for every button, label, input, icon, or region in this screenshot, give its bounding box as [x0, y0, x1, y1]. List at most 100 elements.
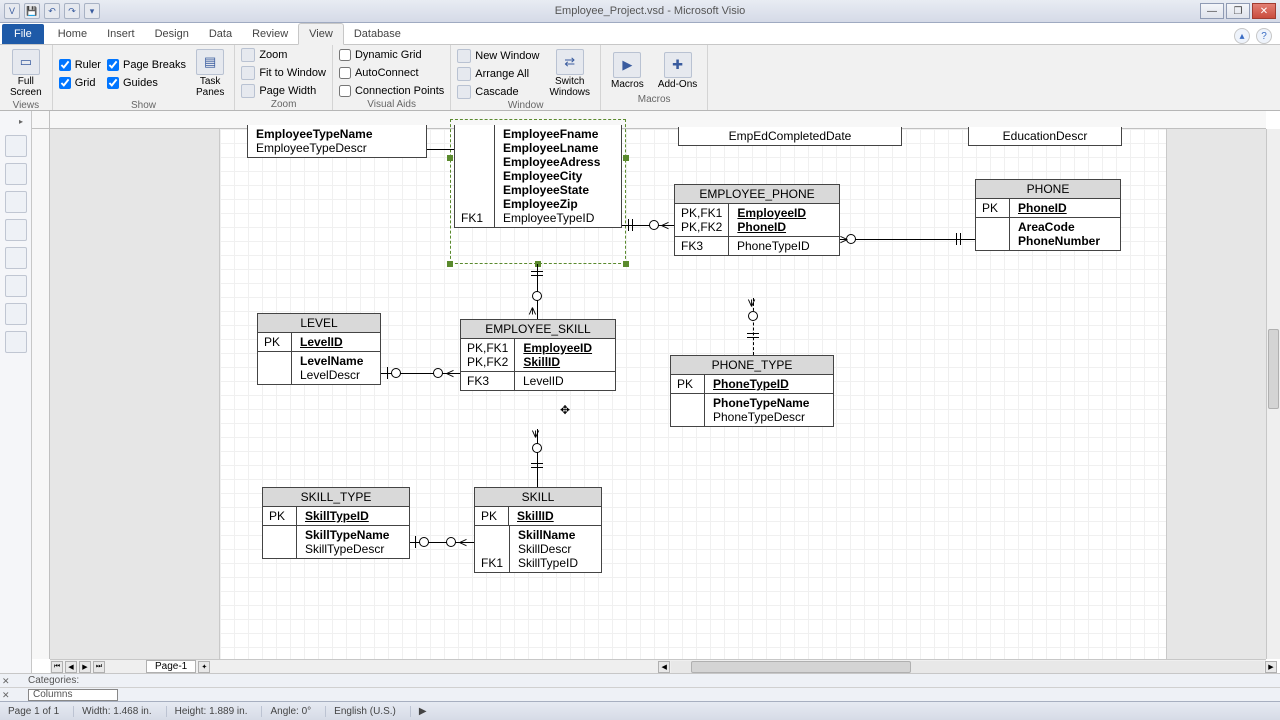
- attr: SkillID: [517, 509, 593, 523]
- redo-icon[interactable]: ↷: [64, 3, 80, 19]
- task-panes-button[interactable]: ▤ Task Panes: [192, 47, 228, 100]
- tab-data[interactable]: Data: [199, 24, 242, 44]
- sheet-nav-first[interactable]: ⏮: [51, 661, 63, 673]
- horizontal-scrollbar[interactable]: ⏮ ◀ ▶ ⏭ Page-1 ✦ ◀ ▶: [50, 659, 1266, 673]
- help-icon[interactable]: ?: [1256, 28, 1272, 44]
- zoom-button[interactable]: Zoom: [241, 47, 326, 63]
- entity-employee-type[interactable]: EmployeeTypeName EmployeeTypeDescr: [247, 125, 427, 158]
- conn-ring: [446, 537, 456, 547]
- tool-rectangle[interactable]: [5, 219, 27, 241]
- attr: EmployeeTypeName: [256, 127, 418, 141]
- crowfoot-icon: ⪪: [527, 307, 541, 315]
- tool-freeform[interactable]: [5, 303, 27, 325]
- entity-emp-ed[interactable]: EmpEdCompletedDate: [678, 127, 902, 146]
- minimize-button[interactable]: —: [1200, 3, 1224, 19]
- save-icon[interactable]: 💾: [24, 3, 40, 19]
- tool-line[interactable]: [5, 247, 27, 269]
- entity-phone[interactable]: PHONE PK PhoneID AreaCode PhoneNumber: [975, 179, 1121, 251]
- undo-icon[interactable]: ↶: [44, 3, 60, 19]
- scrollbar-thumb[interactable]: [1268, 329, 1279, 409]
- page-margin-right: [1166, 129, 1266, 659]
- quick-access-toolbar: V 💾 ↶ ↷ ▾: [4, 3, 100, 19]
- minimize-ribbon-icon[interactable]: ▴: [1234, 28, 1250, 44]
- tab-view[interactable]: View: [298, 23, 344, 45]
- status-macro-icon[interactable]: ▶: [410, 706, 427, 717]
- entity-skill-type[interactable]: SKILL_TYPE PK SkillTypeID SkillTypeName …: [262, 487, 410, 559]
- dynamic-grid-checkbox[interactable]: Dynamic Grid: [339, 47, 444, 63]
- file-tab[interactable]: File: [2, 24, 44, 44]
- autoconnect-checkbox[interactable]: AutoConnect: [339, 65, 444, 81]
- panel-close-icon[interactable]: ✕: [2, 676, 12, 686]
- sheet-nav-prev[interactable]: ◀: [65, 661, 77, 673]
- title-bar: V 💾 ↶ ↷ ▾ Employee_Project.vsd - Microso…: [0, 0, 1280, 23]
- connection-points-checkbox[interactable]: Connection Points: [339, 83, 444, 99]
- drawing-canvas[interactable]: EmployeeTypeName EmployeeTypeDescr FK1 E…: [50, 129, 1266, 659]
- tool-text[interactable]: [5, 191, 27, 213]
- tool-pointer[interactable]: [5, 135, 27, 157]
- pagebreaks-checkbox[interactable]: Page Breaks: [107, 57, 186, 73]
- close-button[interactable]: ✕: [1252, 3, 1276, 19]
- arrange-all-button[interactable]: Arrange All: [457, 66, 539, 82]
- addons-button[interactable]: ✚ Add-Ons: [654, 50, 701, 92]
- tab-home[interactable]: Home: [48, 24, 97, 44]
- workspace: ▸ EmployeeTypeName EmployeeTypeDescr: [0, 111, 1280, 673]
- tab-insert[interactable]: Insert: [97, 24, 145, 44]
- ribbon-tabstrip: File Home Insert Design Data Review View…: [0, 23, 1280, 45]
- tab-design[interactable]: Design: [145, 24, 199, 44]
- columns-field[interactable]: Columns: [28, 689, 118, 701]
- page-tab[interactable]: Page-1: [146, 660, 196, 673]
- attr: EmployeeLname: [503, 141, 613, 155]
- sidebar-expand-icon[interactable]: ▸: [19, 117, 29, 127]
- selection-handle[interactable]: [623, 261, 629, 267]
- entity-header: PHONE_TYPE: [671, 356, 833, 375]
- entity-skill[interactable]: SKILL PK SkillID FK1 SkillName SkillDesc…: [474, 487, 602, 573]
- scroll-right-button[interactable]: ▶: [1265, 661, 1277, 673]
- connector[interactable]: [840, 239, 975, 240]
- grid-checkbox[interactable]: Grid: [59, 75, 101, 91]
- entity-education[interactable]: EducationDescr: [968, 127, 1122, 146]
- qat-dropdown-icon[interactable]: ▾: [84, 3, 100, 19]
- tool-ellipse[interactable]: [5, 275, 27, 297]
- new-page-button[interactable]: ✦: [198, 661, 210, 673]
- entity-phone-type[interactable]: PHONE_TYPE PK PhoneTypeID PhoneTypeName …: [670, 355, 834, 427]
- switch-windows-button[interactable]: ⇄ Switch Windows: [545, 47, 594, 100]
- sheet-nav-last[interactable]: ⏭: [93, 661, 105, 673]
- attr: SkillDescr: [518, 542, 593, 556]
- switch-icon: ⇄: [556, 49, 584, 75]
- tool-crop[interactable]: [5, 331, 27, 353]
- panel-close-icon[interactable]: ✕: [2, 690, 12, 700]
- selection-handle[interactable]: [447, 155, 453, 161]
- selection-handle[interactable]: [447, 261, 453, 267]
- visio-icon[interactable]: V: [4, 3, 20, 19]
- attr: EmployeeTypeDescr: [256, 141, 418, 155]
- vertical-scrollbar[interactable]: [1266, 129, 1280, 659]
- scrollbar-thumb[interactable]: [691, 661, 911, 673]
- tab-database[interactable]: Database: [344, 24, 411, 44]
- entity-employee-phone[interactable]: EMPLOYEE_PHONE PK,FK1 PK,FK2 EmployeeID …: [674, 184, 840, 256]
- new-window-button[interactable]: New Window: [457, 48, 539, 64]
- conn-ring: [433, 368, 443, 378]
- attr: EmployeeZip: [503, 197, 613, 211]
- entity-level[interactable]: LEVEL PK LevelID LevelName LevelDescr: [257, 313, 381, 385]
- hscroll-track[interactable]: ◀ ▶: [671, 661, 1264, 673]
- fk-label: FK1: [461, 211, 483, 225]
- sheet-nav-next[interactable]: ▶: [79, 661, 91, 673]
- entity-employee-skill[interactable]: EMPLOYEE_SKILL PK,FK1 PK,FK2 EmployeeID …: [460, 319, 616, 391]
- tab-review[interactable]: Review: [242, 24, 298, 44]
- fit-window-button[interactable]: Fit to Window: [241, 65, 326, 81]
- guides-checkbox[interactable]: Guides: [107, 75, 186, 91]
- tool-connector[interactable]: [5, 163, 27, 185]
- entity-header: SKILL_TYPE: [263, 488, 409, 507]
- connector-dashed[interactable]: [427, 149, 454, 150]
- entity-employee[interactable]: FK1 EmployeeFname EmployeeLname Employee…: [454, 125, 622, 228]
- selection-handle[interactable]: [535, 261, 541, 267]
- arrange-icon: [457, 67, 471, 81]
- ruler-checkbox[interactable]: Ruler: [59, 57, 101, 73]
- selection-handle[interactable]: [623, 155, 629, 161]
- cascade-button[interactable]: Cascade: [457, 84, 539, 100]
- macros-button[interactable]: ▶ Macros: [607, 50, 648, 92]
- maximize-button[interactable]: ❐: [1226, 3, 1250, 19]
- full-screen-button[interactable]: ▭ Full Screen: [6, 47, 46, 100]
- page-width-button[interactable]: Page Width: [241, 83, 326, 99]
- scroll-left-button[interactable]: ◀: [658, 661, 670, 673]
